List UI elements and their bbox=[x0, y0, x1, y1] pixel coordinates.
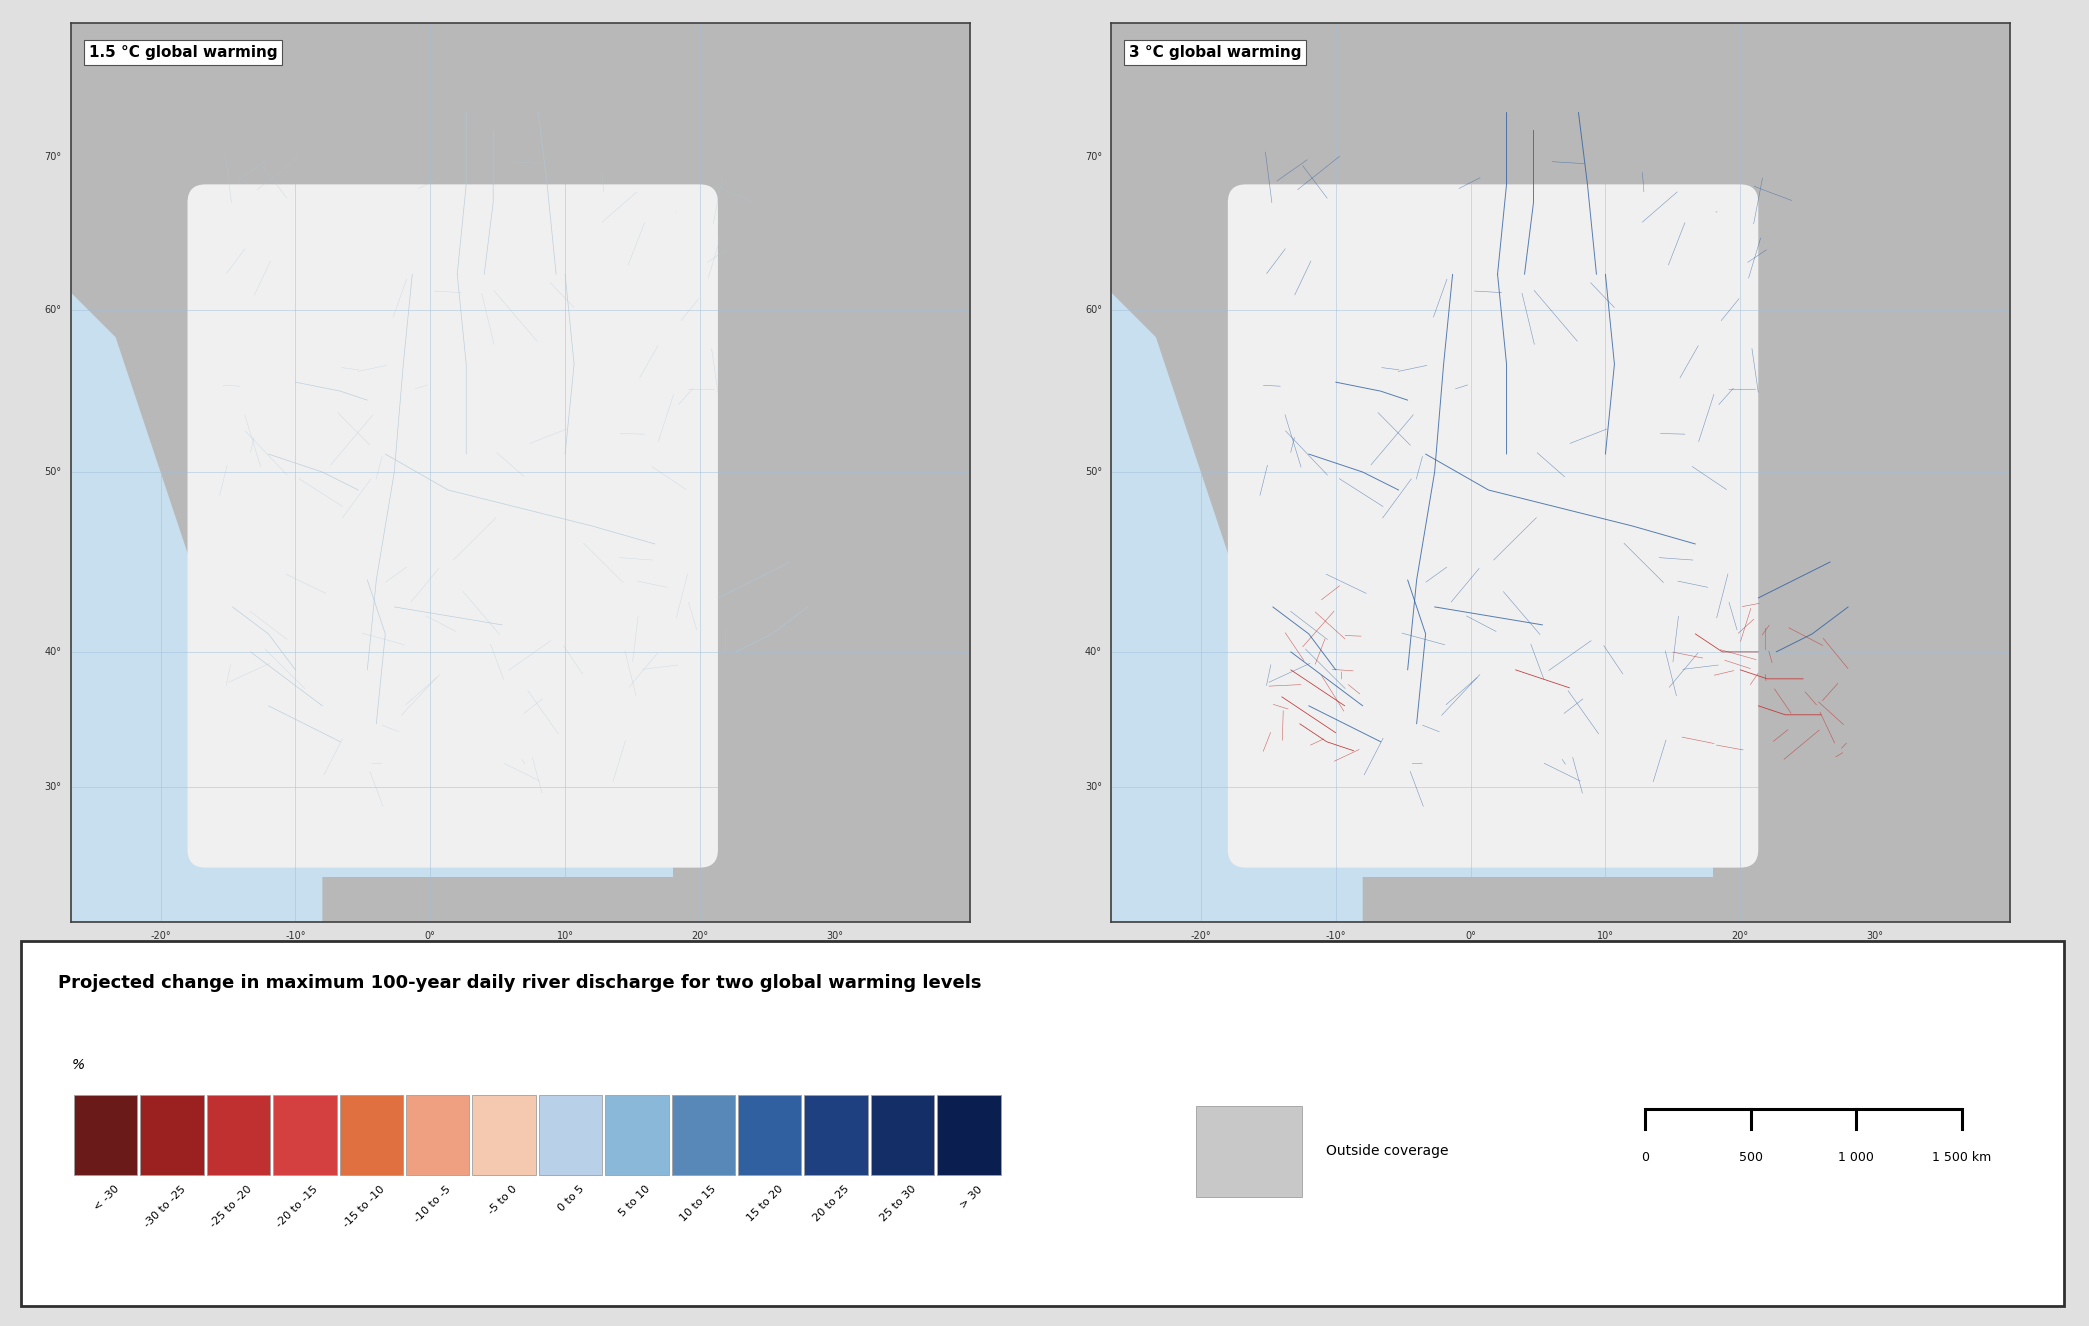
FancyBboxPatch shape bbox=[188, 184, 719, 867]
Text: 10°: 10° bbox=[556, 931, 574, 940]
Text: -10°: -10° bbox=[286, 931, 305, 940]
Text: 50°: 50° bbox=[1084, 467, 1103, 477]
Text: 20°: 20° bbox=[691, 931, 708, 940]
Text: < -30: < -30 bbox=[92, 1184, 121, 1213]
Text: 30°: 30° bbox=[1084, 782, 1103, 792]
Bar bbox=[73, 1095, 138, 1175]
Bar bbox=[1579, 203, 1669, 365]
Text: 0: 0 bbox=[1642, 1151, 1648, 1164]
Polygon shape bbox=[71, 23, 322, 922]
Bar bbox=[1195, 1106, 1301, 1196]
Text: %: % bbox=[71, 1058, 86, 1073]
Text: -5 to 0: -5 to 0 bbox=[487, 1184, 520, 1216]
Text: -20°: -20° bbox=[1191, 931, 1212, 940]
Text: 15 to 20: 15 to 20 bbox=[746, 1184, 785, 1224]
Text: 20°: 20° bbox=[1732, 931, 1748, 940]
Bar bbox=[405, 1095, 470, 1175]
Text: 0°: 0° bbox=[1464, 931, 1477, 940]
Bar bbox=[472, 1095, 535, 1175]
Bar bbox=[1408, 274, 1515, 382]
Text: -20°: -20° bbox=[150, 931, 171, 940]
Text: -20 to -15: -20 to -15 bbox=[274, 1184, 320, 1229]
Bar bbox=[737, 1095, 802, 1175]
Text: 3 °C global warming: 3 °C global warming bbox=[1128, 45, 1301, 60]
Bar bbox=[1335, 769, 1713, 876]
Text: 5 to 10: 5 to 10 bbox=[618, 1184, 652, 1219]
Text: 1 000: 1 000 bbox=[1838, 1151, 1874, 1164]
Text: 30°: 30° bbox=[827, 931, 844, 940]
Text: -25 to -20: -25 to -20 bbox=[209, 1184, 253, 1229]
Bar bbox=[804, 1095, 867, 1175]
Bar bbox=[341, 1095, 403, 1175]
Text: -10 to -5: -10 to -5 bbox=[412, 1184, 453, 1224]
Bar bbox=[295, 769, 673, 876]
Text: 500: 500 bbox=[1738, 1151, 1763, 1164]
Text: 10°: 10° bbox=[1596, 931, 1615, 940]
Text: 1 500 km: 1 500 km bbox=[1932, 1151, 1991, 1164]
Text: 1.5 °C global warming: 1.5 °C global warming bbox=[88, 45, 278, 60]
Text: 70°: 70° bbox=[44, 152, 63, 162]
Text: -15 to -10: -15 to -10 bbox=[341, 1184, 386, 1229]
Bar bbox=[938, 1095, 1001, 1175]
Text: 50°: 50° bbox=[44, 467, 63, 477]
Text: -10°: -10° bbox=[1327, 931, 1345, 940]
Text: 40°: 40° bbox=[1084, 647, 1103, 656]
Text: 60°: 60° bbox=[1084, 305, 1103, 316]
Text: 25 to 30: 25 to 30 bbox=[877, 1184, 917, 1224]
Text: 30°: 30° bbox=[44, 782, 63, 792]
Text: 70°: 70° bbox=[1084, 152, 1103, 162]
Bar bbox=[671, 1095, 735, 1175]
Text: 60°: 60° bbox=[44, 305, 63, 316]
Text: Outside coverage: Outside coverage bbox=[1327, 1144, 1450, 1158]
FancyBboxPatch shape bbox=[1228, 184, 1759, 867]
Text: 20 to 25: 20 to 25 bbox=[811, 1184, 852, 1224]
Text: Projected change in maximum 100-year daily river discharge for two global warmin: Projected change in maximum 100-year dai… bbox=[58, 975, 982, 992]
Text: 0°: 0° bbox=[424, 931, 437, 940]
Bar bbox=[539, 1095, 602, 1175]
Bar bbox=[606, 1095, 668, 1175]
Text: 10 to 15: 10 to 15 bbox=[679, 1184, 719, 1224]
Text: 0 to 5: 0 to 5 bbox=[556, 1184, 585, 1213]
Bar bbox=[871, 1095, 934, 1175]
Bar bbox=[539, 203, 629, 365]
Bar bbox=[368, 274, 474, 382]
Bar bbox=[140, 1095, 205, 1175]
Bar bbox=[207, 1095, 269, 1175]
Text: -30 to -25: -30 to -25 bbox=[142, 1184, 188, 1229]
Text: > 30: > 30 bbox=[959, 1184, 984, 1209]
Text: 40°: 40° bbox=[44, 647, 63, 656]
Text: 30°: 30° bbox=[1868, 931, 1884, 940]
Polygon shape bbox=[1111, 23, 1362, 922]
Bar bbox=[274, 1095, 336, 1175]
FancyBboxPatch shape bbox=[21, 941, 2064, 1306]
